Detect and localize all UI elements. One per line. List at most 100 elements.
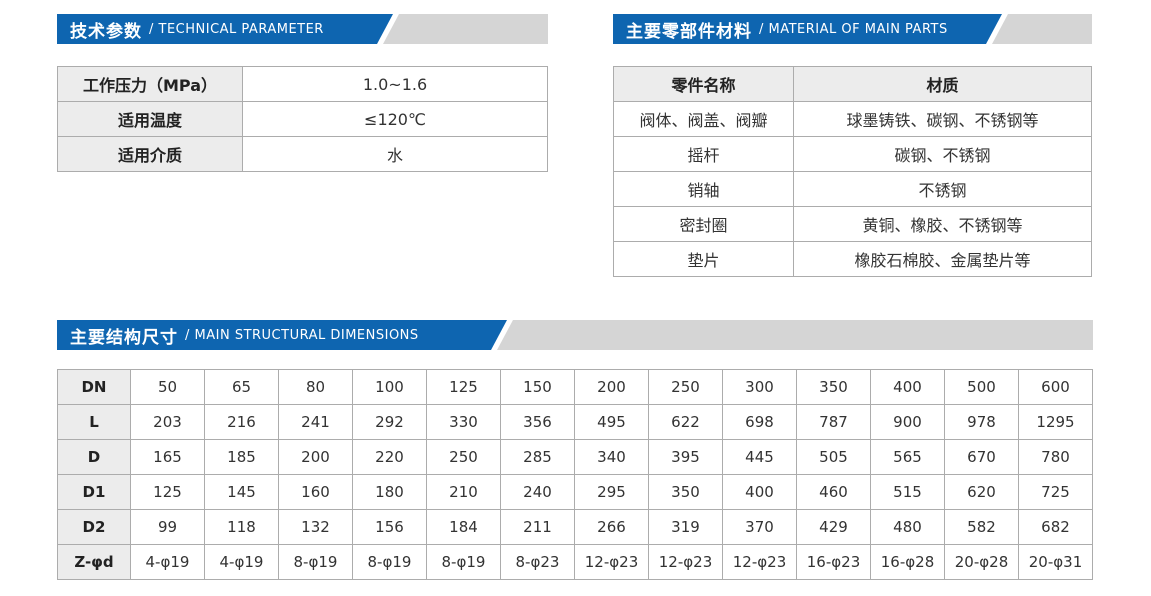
dimension-value-cell: 300 — [722, 369, 797, 405]
tech-param-value: ≤120℃ — [242, 101, 548, 137]
tech-param-label: 适用温度 — [57, 101, 243, 137]
dimension-value-cell: 241 — [278, 404, 353, 440]
dimension-row-label: D1 — [57, 474, 131, 510]
dimension-value-cell: 20-φ31 — [1018, 544, 1093, 580]
dimension-value-cell: 582 — [944, 509, 1019, 545]
dimension-value-cell: 622 — [648, 404, 723, 440]
dimension-value-cell: 292 — [352, 404, 427, 440]
dimension-value-cell: 250 — [648, 369, 723, 405]
section-title-zh: 技术参数 — [70, 21, 142, 42]
dimension-value-cell: 8-φ19 — [352, 544, 427, 580]
material-value: 黄铜、橡胶、不锈钢等 — [793, 206, 1092, 242]
dimension-value-cell: 12-φ23 — [574, 544, 649, 580]
tech-param-label: 适用介质 — [57, 136, 243, 172]
dimension-value-cell: 210 — [426, 474, 501, 510]
dimension-value-cell: 429 — [796, 509, 871, 545]
material-part-name: 垫片 — [613, 241, 794, 277]
dimension-value-cell: 698 — [722, 404, 797, 440]
dimension-value-cell: 445 — [722, 439, 797, 475]
material-value: 橡胶石棉胶、金属垫片等 — [793, 241, 1092, 277]
dimension-value-cell: 8-φ19 — [426, 544, 501, 580]
dimension-value-cell: 787 — [796, 404, 871, 440]
dimension-value-cell: 978 — [944, 404, 1019, 440]
dimension-value-cell: 240 — [500, 474, 575, 510]
table-row: D2 99 118 132 156 184 211 266 319 370 429 480 582 682 — [57, 509, 1093, 545]
materials-header-part: 零件名称 — [613, 66, 794, 102]
dimension-value-cell: 50 — [130, 369, 205, 405]
dimension-value-cell: 725 — [1018, 474, 1093, 510]
dimension-value-cell: 8-φ19 — [278, 544, 353, 580]
dimension-value-cell: 118 — [204, 509, 279, 545]
table-row: 垫片 橡胶石棉胶、金属垫片等 — [613, 241, 1092, 277]
section-header-technical-parameter: 技术参数 / TECHNICAL PARAMETER — [57, 14, 548, 44]
dimension-value-cell: 330 — [426, 404, 501, 440]
dimension-row-label: L — [57, 404, 131, 440]
dimension-value-cell: 515 — [870, 474, 945, 510]
dimension-value-cell: 145 — [204, 474, 279, 510]
technical-parameter-table: 工作压力（MPa） 1.0~1.6 适用温度 ≤120℃ 适用介质 水 — [57, 66, 548, 172]
banner-blue-ribbon: 技术参数 / TECHNICAL PARAMETER — [57, 14, 393, 44]
dimension-value-cell: 65 — [204, 369, 279, 405]
dimension-value-cell: 319 — [648, 509, 723, 545]
dimension-value-cell: 495 — [574, 404, 649, 440]
dimension-value-cell: 150 — [500, 369, 575, 405]
section-title-zh: 主要结构尺寸 — [70, 327, 178, 348]
table-row: 销轴 不锈钢 — [613, 171, 1092, 207]
dimension-value-cell: 125 — [130, 474, 205, 510]
dimension-value-cell: 184 — [426, 509, 501, 545]
table-row: 密封圈 黄铜、橡胶、不锈钢等 — [613, 206, 1092, 242]
dimension-value-cell: 400 — [870, 369, 945, 405]
tech-param-value: 水 — [242, 136, 548, 172]
tech-param-label: 工作压力（MPa） — [57, 66, 243, 102]
table-row: 工作压力（MPa） 1.0~1.6 — [57, 66, 548, 102]
material-value: 球墨铸铁、碳钢、不锈钢等 — [793, 101, 1092, 137]
dimension-value-cell: 266 — [574, 509, 649, 545]
dimension-row-label: D2 — [57, 509, 131, 545]
dimension-value-cell: 370 — [722, 509, 797, 545]
dimension-value-cell: 505 — [796, 439, 871, 475]
banner-gray-stripe — [497, 320, 1093, 350]
material-value: 碳钢、不锈钢 — [793, 136, 1092, 172]
dimension-value-cell: 4-φ19 — [130, 544, 205, 580]
dimension-value-cell: 203 — [130, 404, 205, 440]
material-part-name: 摇杆 — [613, 136, 794, 172]
dimension-value-cell: 670 — [944, 439, 1019, 475]
dimensions-table: DN 50 65 80 100 125 150 200 250 300 350 400 500 600 L 2… — [57, 369, 1093, 580]
dimension-value-cell: 620 — [944, 474, 1019, 510]
section-title-en: / MAIN STRUCTURAL DIMENSIONS — [185, 327, 419, 343]
material-part-name: 销轴 — [613, 171, 794, 207]
dimension-value-cell: 16-φ23 — [796, 544, 871, 580]
banner-blue-ribbon: 主要结构尺寸 / MAIN STRUCTURAL DIMENSIONS — [57, 320, 507, 350]
banner-gray-stripe — [992, 14, 1092, 44]
dimension-value-cell: 8-φ23 — [500, 544, 575, 580]
dimension-value-cell: 600 — [1018, 369, 1093, 405]
table-row: D1 125 145 160 180 210 240 295 350 400 460 515 620 72… — [57, 474, 1093, 510]
table-row: 适用介质 水 — [57, 136, 548, 172]
dimension-value-cell: 80 — [278, 369, 353, 405]
section-title-en: / TECHNICAL PARAMETER — [149, 21, 324, 37]
section-title-zh: 主要零部件材料 — [626, 21, 752, 42]
dimension-value-cell: 780 — [1018, 439, 1093, 475]
dimension-value-cell: 20-φ28 — [944, 544, 1019, 580]
material-value: 不锈钢 — [793, 171, 1092, 207]
dimension-value-cell: 165 — [130, 439, 205, 475]
dimension-value-cell: 350 — [648, 474, 723, 510]
material-part-name: 密封圈 — [613, 206, 794, 242]
dimension-value-cell: 220 — [352, 439, 427, 475]
dimension-value-cell: 682 — [1018, 509, 1093, 545]
dimension-row-label: D — [57, 439, 131, 475]
dimension-value-cell: 216 — [204, 404, 279, 440]
dimension-value-cell: 460 — [796, 474, 871, 510]
dimension-value-cell: 295 — [574, 474, 649, 510]
dimension-value-cell: 12-φ23 — [648, 544, 723, 580]
dimension-value-cell: 125 — [426, 369, 501, 405]
dimension-row-label: Z-φd — [57, 544, 131, 580]
dimension-value-cell: 285 — [500, 439, 575, 475]
table-header-row: 零件名称 材质 — [613, 66, 1092, 102]
dimension-value-cell: 565 — [870, 439, 945, 475]
dimension-value-cell: 1295 — [1018, 404, 1093, 440]
materials-header-material: 材质 — [793, 66, 1092, 102]
dimension-value-cell: 350 — [796, 369, 871, 405]
banner-blue-ribbon: 主要零部件材料 / MATERIAL OF MAIN PARTS — [613, 14, 1002, 44]
dimension-value-cell: 99 — [130, 509, 205, 545]
